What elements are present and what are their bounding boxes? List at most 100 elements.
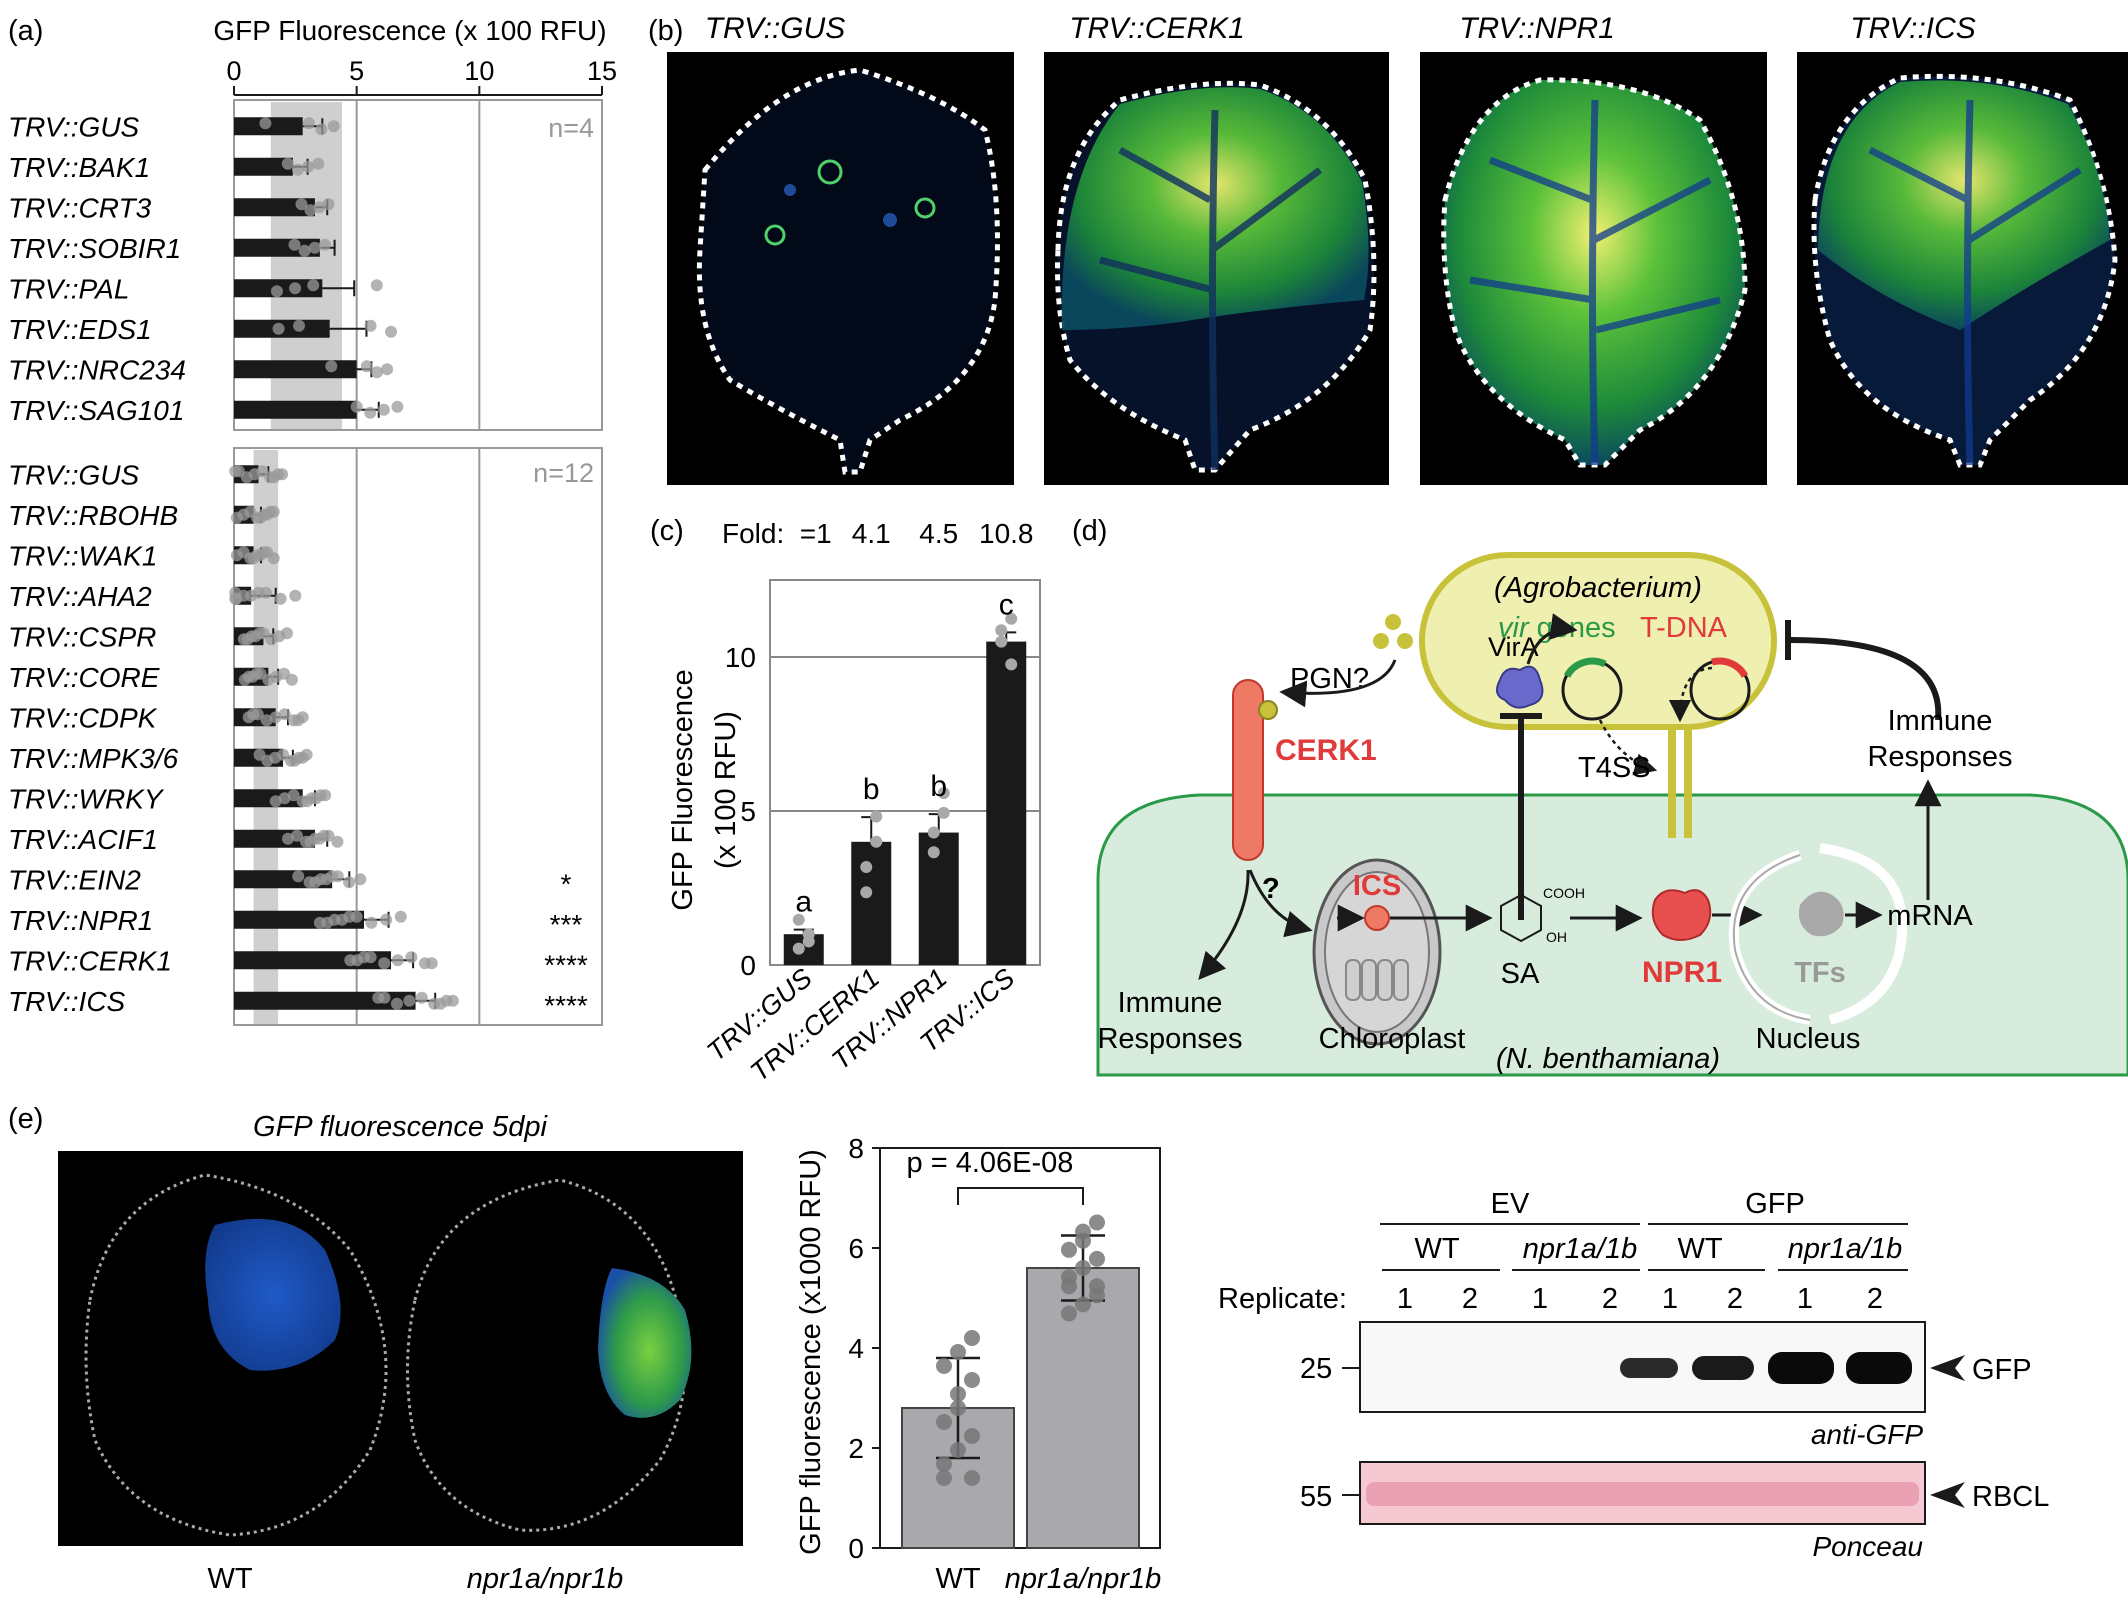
row-label: TRV::NRC234: [8, 354, 186, 385]
tdna-plasmid-marker: [1711, 657, 1749, 678]
npr1-label: NPR1: [1642, 956, 1722, 989]
replicate-4: 2: [1602, 1283, 1618, 1315]
nbenth-label: (N. benthamiana): [1496, 1043, 1720, 1075]
data-point: [950, 1400, 966, 1416]
data-point: [350, 400, 363, 413]
data-point: [315, 123, 328, 136]
data-point: [378, 957, 391, 970]
data-point: [950, 1386, 966, 1402]
leaf-outline-wt: [84, 1173, 388, 1537]
sa-label: SA: [1501, 958, 1540, 990]
control-range-shading: [253, 450, 279, 1025]
blot-mw-25: 25: [1300, 1353, 1332, 1385]
data-point: [936, 1470, 952, 1486]
data-point: [291, 163, 304, 176]
data-point: [238, 673, 251, 686]
data-point: [936, 1456, 952, 1472]
data-point: [1061, 1241, 1077, 1258]
panel-a: GFP Fluorescence (x 100 RFU) 0 5 10 15 TRV:…: [8, 15, 617, 1026]
data-point: [289, 282, 302, 295]
row-label: TRV::RBOHB: [8, 500, 178, 531]
tdna-label: T-DNA: [1640, 612, 1728, 644]
spot-3: [764, 224, 786, 246]
panel-c-ytick-10: 10: [725, 642, 756, 673]
data-point: [1005, 612, 1018, 625]
p-bracket: [957, 1187, 1084, 1205]
row-label: TRV::GUS: [8, 111, 140, 142]
pgn-dot-1: [1385, 614, 1401, 630]
data-point: [350, 910, 363, 923]
panel-a-bottom-n: n=12: [533, 458, 594, 488]
immune-inhibit-agro: [1789, 637, 1942, 721]
data-point: [378, 991, 391, 1004]
bar: [234, 400, 357, 419]
row-label: TRV::PAL: [8, 273, 129, 304]
data-point: [335, 913, 348, 926]
cerk1-label: CERK1: [1275, 734, 1377, 767]
fold-value: 10.8: [979, 518, 1034, 549]
data-point: [927, 826, 940, 839]
data-point: [360, 360, 373, 373]
data-point: [364, 406, 377, 419]
data-point: [230, 592, 243, 605]
leaf-fluor-ics: [1818, 80, 2110, 330]
row-label: TRV::WRKY: [8, 783, 165, 814]
leaf-veins-ics: [1868, 99, 2082, 466]
pgn-dot-3: [1397, 633, 1413, 649]
data-point: [792, 942, 805, 955]
data-point: [302, 117, 315, 130]
data-point: [241, 633, 254, 646]
data-point: [253, 748, 266, 761]
data-point: [792, 913, 805, 926]
leaf-outline-gus: [696, 67, 1000, 475]
row-label: TRV::CERK1: [8, 945, 172, 976]
band-gfp-8: [1846, 1352, 1912, 1384]
data-point: [232, 465, 245, 478]
data-point: [1089, 1278, 1105, 1295]
row-label: TRV::WAK1: [8, 540, 157, 571]
data-point: [245, 589, 258, 602]
panel-c-chart: 0510aTRV::GUSbTRV::CERK1bTRV::NPR1cTRV::…: [701, 579, 1041, 1087]
bar-TRV::CERK1: [851, 841, 892, 965]
blot-wt-1: WT: [1414, 1233, 1459, 1265]
panel-a-frame: [233, 447, 603, 1026]
row-label: TRV::BAK1: [8, 152, 150, 183]
data-point: [325, 360, 338, 373]
immune-label-left: Immune: [1118, 987, 1223, 1019]
data-point: [370, 366, 383, 379]
blot-gfp-label: GFP: [1972, 1354, 2032, 1386]
ics-enzyme: [1364, 905, 1390, 931]
band-gfp-6: [1692, 1356, 1754, 1380]
data-point: [288, 754, 301, 767]
tfs-label: TFs: [1794, 957, 1846, 989]
data-point: [365, 916, 378, 929]
spot-5: [883, 213, 897, 227]
leaf-veins-cerk1: [1099, 109, 1323, 471]
replicate-3: 1: [1532, 1283, 1548, 1315]
data-point: [964, 1372, 980, 1388]
vir-plasmid-marker: [1563, 657, 1607, 678]
row-label: TRV::SOBIR1: [8, 233, 181, 264]
data-point: [870, 810, 883, 823]
panel-c-frame: [769, 579, 1041, 966]
data-point: [364, 319, 377, 332]
bar-TRV::ICS: [986, 641, 1027, 965]
data-point: [354, 873, 367, 886]
data-point: [1061, 1305, 1077, 1322]
blot-mut-1: npr1a/1b: [1523, 1233, 1638, 1265]
data-point: [268, 471, 281, 484]
panel-b-title-4: TRV::ICS: [1850, 12, 1976, 45]
panel-e-ytick-4: 4: [848, 1333, 864, 1364]
panel-b-title-1: TRV::GUS: [705, 12, 846, 45]
data-point: [259, 117, 272, 130]
tfs-protein: [1798, 891, 1844, 937]
panel-e-image-title: GFP fluorescence 5dpi: [253, 1111, 548, 1143]
infiltration-mut: [598, 1268, 692, 1418]
data-point: [307, 279, 320, 292]
ics-label: ICS: [1353, 870, 1401, 902]
data-point: [270, 285, 283, 298]
panel-a-axis-title: GFP Fluorescence (x 100 RFU): [213, 15, 606, 46]
row-label: TRV::EIN2: [8, 864, 141, 895]
ponceau-band: [1366, 1482, 1919, 1506]
